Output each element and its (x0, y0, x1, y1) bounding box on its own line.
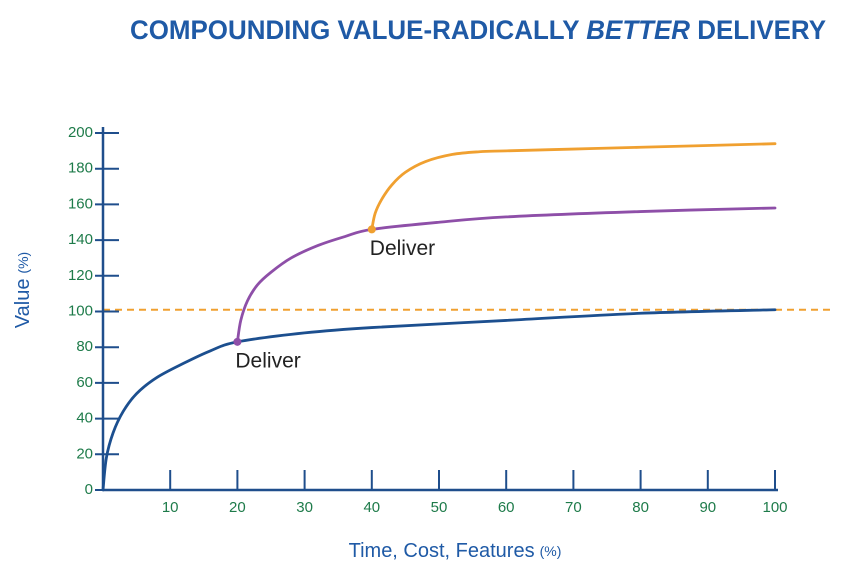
x-tick-label: 90 (699, 499, 716, 516)
chart-title: COMPOUNDING VALUE-RADICALLY BETTER DELIV… (130, 15, 826, 45)
y-tick-label: 80 (76, 338, 93, 355)
annotation-dot (233, 337, 242, 346)
y-label-unit: (%) (15, 252, 31, 274)
x-tick-label: 80 (632, 499, 649, 516)
y-label-text: Value (12, 279, 34, 329)
title-part: DELIVERY (690, 15, 826, 45)
x-tick-label: 20 (229, 499, 246, 516)
annotation-label: Deliver (370, 237, 435, 260)
series-line (236, 206, 777, 344)
y-tick-label: 0 (85, 481, 93, 498)
x-tick-label: 100 (762, 499, 787, 516)
x-tick-label: 40 (363, 499, 380, 516)
x-tick-label: 30 (296, 499, 313, 516)
y-axis-label: Value (%) (12, 252, 34, 328)
annotation-label: Deliver (235, 349, 300, 372)
series-line (370, 142, 777, 231)
title-part: BETTER (586, 15, 690, 45)
y-tick-label: 160 (68, 195, 93, 212)
title-part: COMPOUNDING VALUE-RADICALLY (130, 15, 586, 45)
y-tick-label: 20 (76, 445, 93, 462)
x-tick-label: 60 (498, 499, 515, 516)
x-tick-label: 10 (162, 499, 179, 516)
x-label-unit: (%) (540, 543, 562, 559)
x-axis-label: Time, Cost, Features (%) (349, 540, 562, 562)
series-line (101, 308, 777, 492)
y-tick-label: 140 (68, 231, 93, 248)
y-tick-label: 60 (76, 374, 93, 391)
annotation-dot (367, 225, 376, 234)
y-tick-label: 100 (68, 302, 93, 319)
x-tick-label: 50 (431, 499, 448, 516)
x-tick-label: 70 (565, 499, 582, 516)
y-tick-label: 180 (68, 160, 93, 177)
y-tick-label: 40 (76, 410, 93, 427)
y-tick-label: 120 (68, 267, 93, 284)
y-tick-label: 200 (68, 124, 93, 141)
x-label-text: Time, Cost, Features (349, 540, 535, 562)
